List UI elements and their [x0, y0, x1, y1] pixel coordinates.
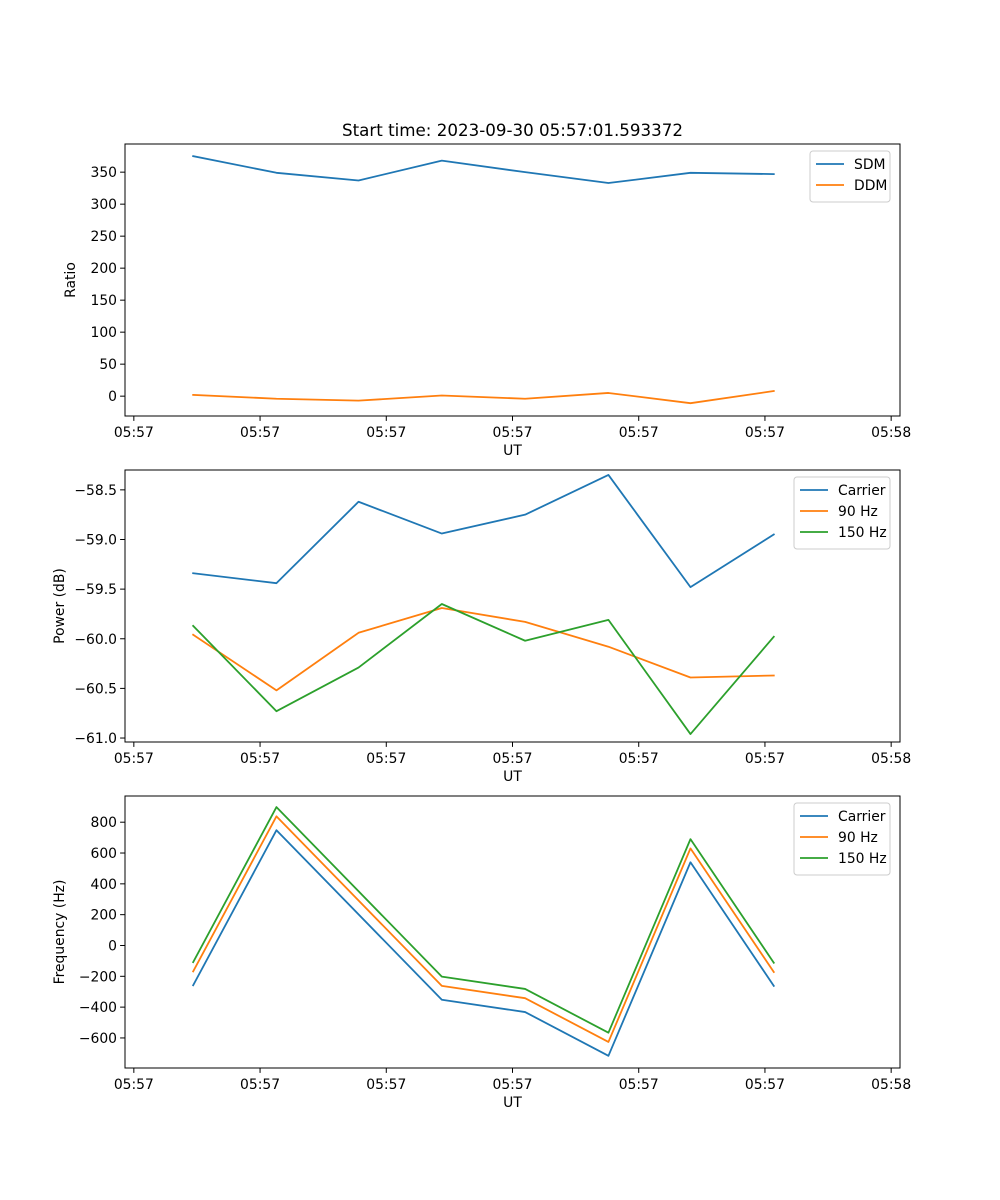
x-tick-label: 05:57	[619, 1077, 659, 1093]
y-tick-label: 200	[90, 908, 117, 924]
x-tick-label: 05:57	[114, 425, 154, 441]
x-axis-label: UT	[503, 769, 522, 785]
x-tick-label: 05:57	[240, 751, 280, 767]
legend-entry: 150 Hz	[838, 851, 887, 867]
series-line-90-hz	[191, 815, 776, 1043]
y-tick-label: 200	[90, 261, 117, 277]
series-line-150-hz	[191, 806, 776, 1034]
legend-box	[793, 802, 891, 876]
legend-entry: SDM	[854, 157, 886, 173]
series-line-150-hz	[191, 603, 776, 735]
legend-entry: Carrier	[838, 483, 886, 499]
y-tick-label: 600	[90, 846, 117, 862]
y-tick-label: −58.5	[74, 483, 117, 499]
y-tick-label: −59.5	[74, 582, 117, 598]
y-tick-label: −60.0	[74, 632, 117, 648]
y-tick-label: −60.5	[74, 681, 117, 697]
chart-title: Start time: 2023-09-30 05:57:01.593372	[342, 120, 683, 140]
y-tick-label: 100	[90, 325, 117, 341]
x-tick-label: 05:57	[366, 425, 406, 441]
series-line-carrier	[192, 474, 776, 589]
panel-3: 05:57 05:57 05:57 05:57 05:57 05:57 05:58 −600 −…	[52, 795, 911, 1111]
x-tick-label: 05:58	[871, 425, 911, 441]
y-tick-label: −59.0	[74, 532, 117, 548]
series-line-90-hz	[191, 607, 775, 692]
x-tick-label: 05:57	[240, 1077, 280, 1093]
x-tick-label: 05:57	[745, 425, 785, 441]
x-tick-label: 05:57	[114, 1077, 154, 1093]
y-tick-label: 250	[90, 229, 117, 245]
legend-entry: DDM	[854, 178, 887, 194]
series-line-sdm	[192, 155, 775, 184]
x-tick-label: 05:57	[366, 751, 406, 767]
y-axis-label: Power (dB)	[52, 568, 68, 644]
x-tick-label: 05:57	[745, 1077, 785, 1093]
series-line-ddm	[192, 390, 775, 405]
legend-box	[793, 476, 891, 550]
panel-2: 05:57 05:57 05:57 05:57 05:57 05:57 05:58 −61.0…	[52, 469, 911, 785]
series-line-carrier	[191, 829, 776, 1057]
x-tick-label: 05:57	[619, 425, 659, 441]
x-tick-label: 05:58	[871, 1077, 911, 1093]
legend-entry: 90 Hz	[838, 830, 878, 846]
legend-entry: 90 Hz	[838, 504, 878, 520]
panel-1: 05:57 05:57 05:57 05:57 05:57 05:57 05:58 0 50 10…	[63, 143, 911, 459]
x-tick-label: 05:57	[492, 751, 532, 767]
x-tick-label: 05:58	[871, 751, 911, 767]
x-axis-label: UT	[503, 1095, 522, 1111]
legend-entry: Carrier	[838, 809, 886, 825]
y-tick-label: −200	[79, 969, 117, 985]
x-tick-label: 05:57	[745, 751, 785, 767]
x-tick-label: 05:57	[619, 751, 659, 767]
y-axis-label: Ratio	[63, 262, 79, 298]
y-tick-label: −600	[79, 1031, 117, 1047]
y-tick-label: 150	[90, 293, 117, 309]
x-tick-label: 05:57	[366, 1077, 406, 1093]
legend-entry: 150 Hz	[838, 525, 887, 541]
y-tick-label: −400	[79, 1000, 117, 1016]
y-tick-label: 800	[90, 815, 117, 831]
x-tick-label: 05:57	[240, 425, 280, 441]
x-tick-label: 05:57	[114, 751, 154, 767]
y-tick-label: 0	[108, 389, 117, 405]
x-tick-label: 05:57	[492, 425, 532, 441]
y-tick-label: 0	[108, 938, 117, 954]
y-tick-label: 300	[90, 197, 117, 213]
x-tick-label: 05:57	[492, 1077, 532, 1093]
x-axis-label: UT	[503, 443, 522, 459]
y-tick-label: −61.0	[74, 731, 117, 747]
y-tick-label: 400	[90, 877, 117, 893]
panels-container: 05:57 05:57 05:57 05:57 05:57 05:57 05:58 0 50 10…	[52, 143, 911, 1111]
y-tick-label: 50	[99, 357, 117, 373]
y-axis-label: Frequency (Hz)	[52, 880, 68, 985]
y-tick-label: 350	[90, 165, 117, 181]
